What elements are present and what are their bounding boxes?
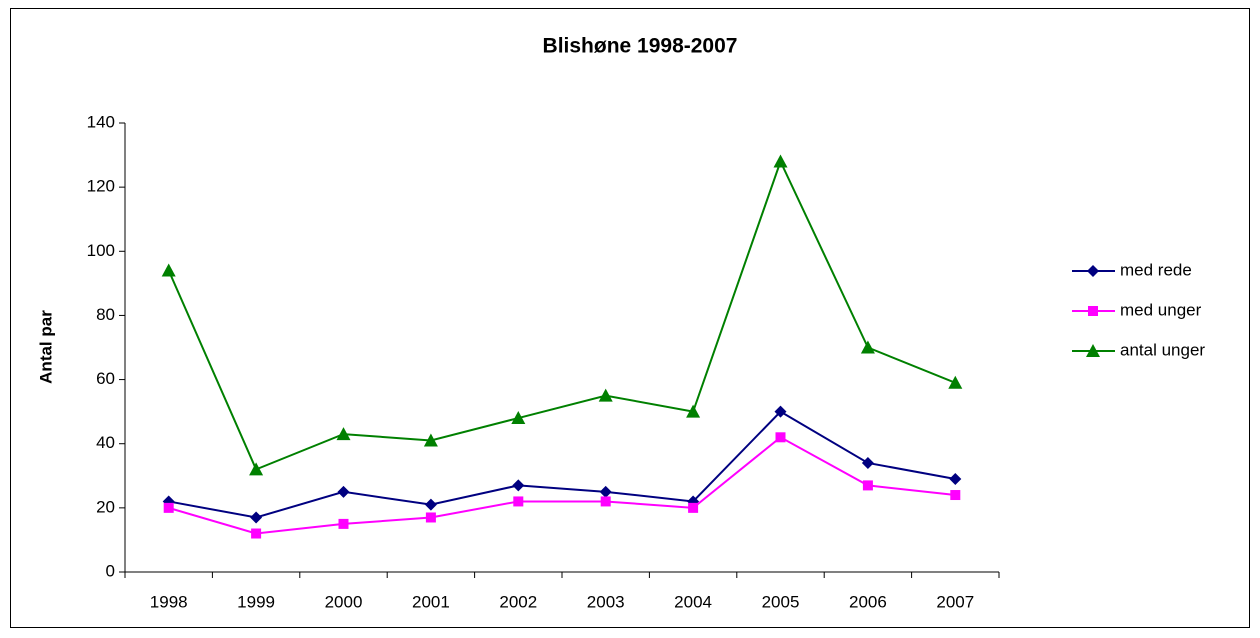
chart-border <box>10 8 1250 628</box>
marker <box>686 404 701 418</box>
marker <box>948 375 963 389</box>
series-line <box>168 436 956 535</box>
marker <box>513 496 524 507</box>
x-tick-label: 2006 <box>849 592 887 611</box>
marker <box>598 388 613 402</box>
x-tick-label: 1998 <box>150 592 188 611</box>
marker <box>599 485 612 498</box>
marker <box>600 496 611 507</box>
marker <box>949 472 962 485</box>
marker <box>338 518 349 529</box>
marker <box>250 511 263 524</box>
legend-label: med rede <box>1120 260 1192 279</box>
series-line <box>167 158 956 471</box>
marker <box>249 462 264 476</box>
marker <box>775 432 786 443</box>
legend-marker <box>1087 265 1099 277</box>
legend-marker <box>1088 306 1098 316</box>
legend-marker <box>1086 344 1100 357</box>
y-tick-label: 100 <box>87 241 115 260</box>
y-tick-label: 0 <box>106 561 115 580</box>
marker <box>512 479 525 492</box>
marker <box>337 485 350 498</box>
marker <box>423 433 438 447</box>
marker <box>688 502 699 513</box>
marker <box>251 528 262 539</box>
marker <box>774 405 787 418</box>
marker <box>860 340 875 354</box>
y-tick-label: 140 <box>87 112 115 131</box>
y-tick-label: 80 <box>96 305 115 324</box>
x-tick-label: 2002 <box>499 592 537 611</box>
marker <box>424 498 437 511</box>
x-tick-label: 2007 <box>936 592 974 611</box>
marker <box>425 512 436 523</box>
marker <box>862 480 873 491</box>
y-tick-label: 120 <box>87 177 115 196</box>
x-tick-label: 1999 <box>237 592 275 611</box>
series-line <box>168 410 956 519</box>
chart-title: Blishøne 1998-2007 <box>543 35 738 58</box>
marker <box>861 456 874 469</box>
marker <box>773 154 788 168</box>
y-axis-label: Antal par <box>36 310 55 384</box>
x-tick-label: 2000 <box>325 592 363 611</box>
marker <box>163 502 174 513</box>
legend-label: med unger <box>1120 300 1202 319</box>
x-tick-label: 2004 <box>674 592 712 611</box>
marker <box>161 263 176 277</box>
legend-label: antal unger <box>1120 340 1205 359</box>
x-tick-label: 2005 <box>762 592 800 611</box>
marker <box>336 427 351 441</box>
marker <box>950 490 961 501</box>
y-tick-label: 60 <box>96 369 115 388</box>
y-tick-label: 20 <box>96 497 115 516</box>
marker <box>511 411 526 425</box>
x-tick-label: 2001 <box>412 592 450 611</box>
x-tick-label: 2003 <box>587 592 625 611</box>
y-tick-label: 40 <box>96 433 115 452</box>
